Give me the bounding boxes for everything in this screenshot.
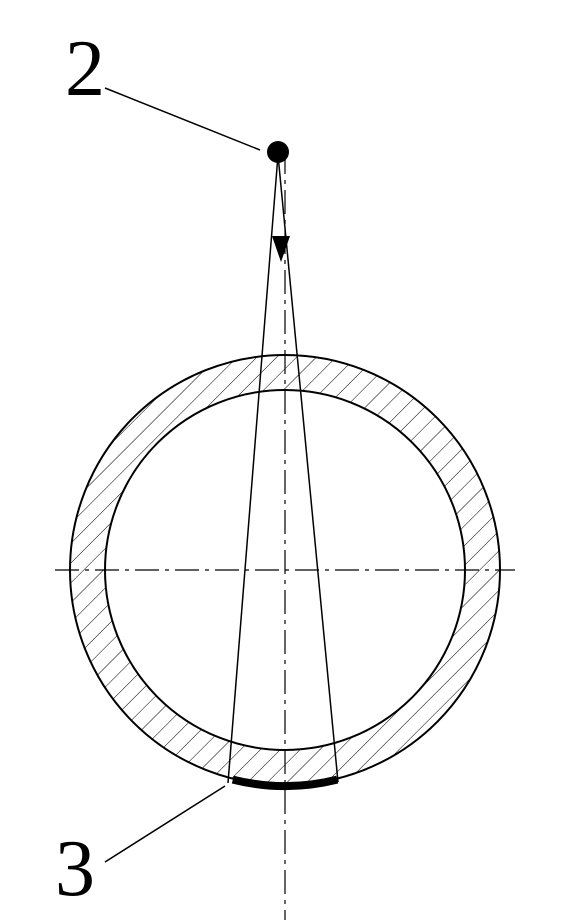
diagram-canvas: 2 3 (0, 0, 569, 920)
source-point (267, 141, 289, 163)
label-2: 2 (65, 25, 105, 113)
label-3: 3 (55, 825, 95, 913)
